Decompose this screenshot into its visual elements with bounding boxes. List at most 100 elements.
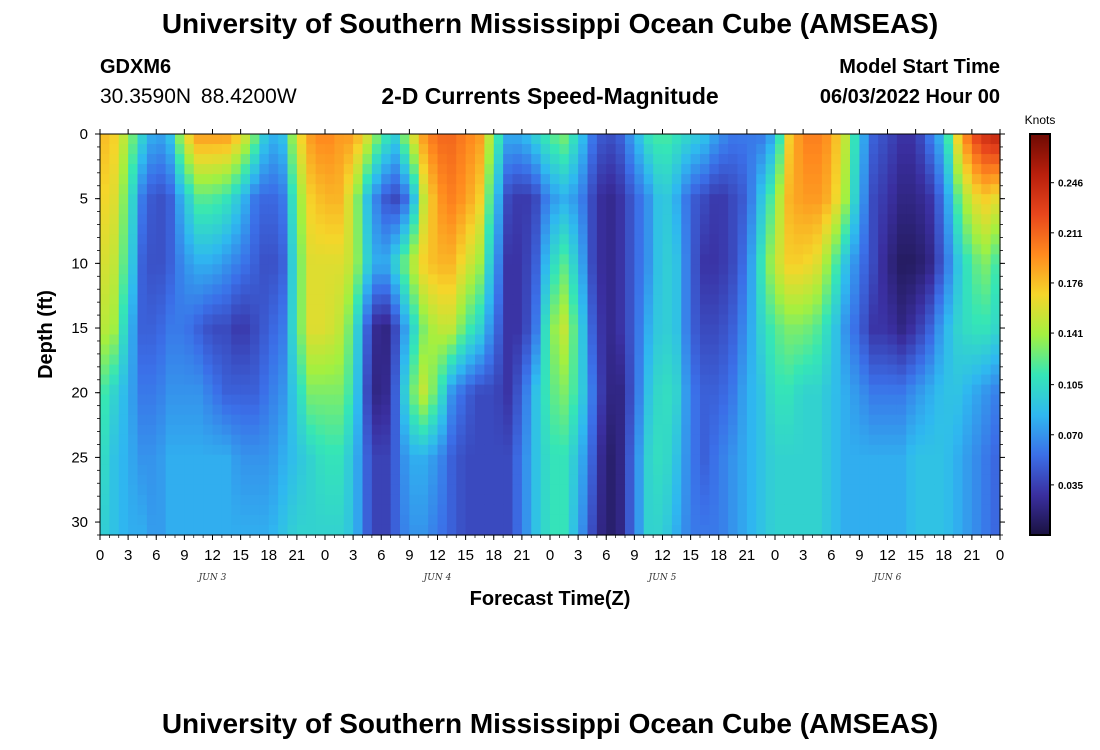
heatmap-cell [943,524,954,536]
heatmap-cell [325,264,335,275]
heatmap-cell [400,274,410,285]
heatmap-cell [606,144,617,155]
heatmap-cell [165,234,176,245]
heatmap-cell [878,294,889,306]
heatmap-cell [175,514,185,526]
heatmap-cell [456,164,467,175]
heatmap-cell [784,164,795,175]
heatmap-cell [690,314,701,326]
heatmap-cell [250,134,260,145]
heatmap-cell [146,424,157,436]
heatmap-cell [896,444,907,456]
heatmap-cell [231,284,242,296]
heatmap-cell [287,354,298,366]
heatmap-cell [371,184,382,195]
heatmap-cell [568,194,579,205]
heatmap-cell [906,454,917,466]
heatmap-cell [625,364,635,376]
heatmap-cell [662,364,673,376]
heatmap-cell [784,434,795,446]
heatmap-cell [259,424,270,436]
heatmap-cell [137,454,148,466]
heatmap-cell [156,294,167,306]
heatmap-cell [681,354,692,366]
heatmap-cell [953,294,964,306]
heatmap-cell [212,214,223,225]
heatmap-cell [775,344,785,356]
heatmap-cell [896,204,907,215]
heatmap-cell [568,454,579,466]
heatmap-cell [353,314,364,326]
heatmap-cell [306,234,317,245]
heatmap-cell [653,324,664,336]
heatmap-cell [250,154,260,165]
heatmap-cell [568,274,579,285]
heatmap-cell [325,274,335,285]
heatmap-cell [596,254,607,265]
heatmap-cell [165,144,176,155]
heatmap-cell [868,474,879,486]
heatmap-cell [521,504,532,516]
heatmap-cell [634,484,645,496]
heatmap-cell [371,234,382,245]
heatmap-cell [521,144,532,155]
heatmap-cell [831,324,842,336]
heatmap-cell [193,334,204,346]
heatmap-cell [231,494,242,506]
heatmap-cell [409,374,420,386]
heatmap-cell [728,474,739,486]
heatmap-cell [100,174,110,185]
heatmap-cell [925,384,935,396]
heatmap-cell [831,134,842,145]
heatmap-cell [456,504,467,516]
heatmap-cell [906,374,917,386]
x-tick-label: 0 [96,547,104,564]
heatmap-cell [634,444,645,456]
heatmap-cell [690,364,701,376]
heatmap-cell [953,234,964,245]
heatmap-cell [156,434,167,446]
heatmap-cell [137,154,148,165]
heatmap-cell [625,484,635,496]
heatmap-cell [606,184,617,195]
heatmap-cell [943,494,954,506]
heatmap-cell [400,454,410,466]
heatmap-cell [465,314,476,326]
heatmap-cell [859,224,870,235]
heatmap-cell [596,334,607,346]
heatmap-cell [906,434,917,446]
heatmap-cell [193,174,204,185]
heatmap-cell [868,244,879,255]
heatmap-cell [250,374,260,386]
heatmap-cell [231,224,242,235]
heatmap-cell [268,464,279,476]
heatmap-cell [793,214,804,225]
heatmap-cell [353,304,364,316]
heatmap-cell [934,174,945,185]
heatmap-cell [446,414,457,426]
heatmap-cell [475,364,485,376]
heatmap-cell [643,384,654,396]
heatmap-cell [512,174,523,185]
heatmap-cell [840,154,851,165]
heatmap-cell [887,304,898,316]
heatmap-cell [381,184,392,195]
heatmap-cell [878,284,889,296]
heatmap-cell [315,384,326,396]
heatmap-cell [137,174,148,185]
heatmap-cell [203,504,214,516]
heatmap-cell [521,244,532,255]
heatmap-cell [981,474,992,486]
heatmap-cell [634,204,645,215]
heatmap-cell [287,174,298,185]
heatmap-cell [765,264,776,275]
heatmap-cell [606,344,617,356]
heatmap-cell [971,194,982,205]
heatmap-cell [493,174,504,185]
heatmap-cell [334,384,345,396]
heatmap-cell [540,174,551,185]
heatmap-cell [146,494,157,506]
heatmap-cell [606,464,617,476]
heatmap-cell [475,304,485,316]
heatmap-cell [934,234,945,245]
